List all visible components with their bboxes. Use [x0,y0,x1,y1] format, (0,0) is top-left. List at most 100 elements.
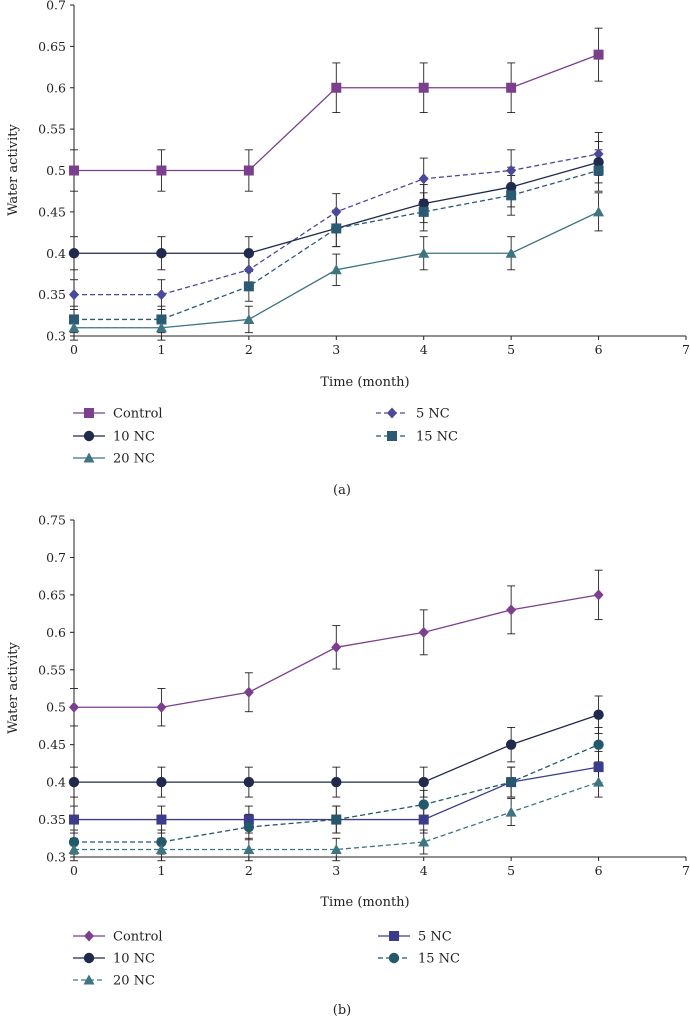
data-point-control [331,641,342,653]
x-tick-label: 7 [682,863,690,878]
data-point-15-nc [593,739,604,750]
x-tick-label: 6 [595,342,603,357]
data-point-20-nc [418,247,430,258]
x-tick-label: 7 [682,342,690,357]
data-point-control [156,165,167,176]
data-point-15-nc [593,165,604,176]
data-point-5-nc [69,814,79,825]
data-point-5-nc [418,814,429,825]
y-tick-label: 0.7 [46,550,66,565]
data-point-20-nc [330,844,342,855]
data-point-10-nc [593,709,604,720]
x-tick-label: 1 [157,342,165,357]
legend-label-15-nc: 15 NC [418,952,460,967]
x-tick-label: 2 [245,863,253,878]
data-point-5-nc [506,165,517,176]
data-point-15-nc [243,281,254,292]
data-point-20-nc [418,836,430,847]
legend-marker-10-nc [83,952,95,964]
data-point-5-nc [243,814,254,825]
data-point-20-nc [155,844,167,855]
legend-marker-control [84,930,94,942]
data-point-5-nc [593,148,604,160]
data-point-20-nc [593,206,605,217]
y-tick-label: 0.55 [38,662,66,677]
data-point-control [506,604,517,616]
y-tick-label: 0.3 [46,850,66,865]
data-point-control [243,165,254,176]
x-axis-title: Time (month) [320,375,409,390]
y-tick-label: 0.7 [46,0,66,13]
x-tick-label: 0 [70,863,78,878]
data-point-control [243,686,254,698]
y-tick-label: 0.6 [46,625,66,640]
y-tick-label: 0.65 [38,587,66,602]
x-tick-label: 3 [332,342,340,357]
y-tick-label: 0.35 [38,812,66,827]
x-tick-label: 4 [420,342,428,357]
x-tick-label: 6 [595,863,603,878]
y-tick-label: 0.3 [46,329,66,344]
y-tick-label: 0.45 [38,204,66,219]
legend-marker-15-nc [387,431,397,441]
data-point-10-nc [418,198,429,209]
data-point-10-nc [68,248,80,259]
legend-label-20-nc: 20 NC [113,974,155,989]
data-point-10-nc [243,776,255,788]
x-axis-title: Time (month) [320,895,409,910]
legend-marker-5-nc [389,931,399,941]
data-point-15-nc [69,314,79,325]
data-point-control [593,49,604,60]
x-tick-label: 2 [245,342,253,357]
data-point-5-nc [418,173,429,185]
y-tick-label: 0.65 [38,39,66,54]
legend-marker-20-nc [83,974,95,985]
data-point-10-nc [68,776,80,788]
data-point-control [69,165,79,176]
legend-label-control: Control [113,930,163,945]
y-tick-label: 0.55 [38,122,66,137]
chart-panel-a: 0.3 0.35 0.4 0.45 0.5 0.55 0.6 0.65 0.7 0 1 2 3 4 5 6 7 T… [6,0,690,498]
panel-label: (b) [333,1003,351,1018]
data-point-20-nc [155,322,167,333]
data-point-15-nc [331,223,342,234]
data-point-5-nc [593,762,604,773]
legend-label-10-nc: 10 NC [113,430,155,445]
data-point-15-nc [156,314,167,325]
legend: Control 10 NC 20 NC 5 NC 15 NC [73,930,460,989]
data-point-15-nc [156,836,167,848]
data-point-10-nc [331,776,342,788]
y-tick-label: 0.35 [38,287,66,302]
data-point-20-nc [330,264,342,275]
x-tick-label: 5 [507,863,515,878]
data-point-control [418,626,429,638]
legend-label-15-nc: 15 NC [416,430,458,445]
data-point-20-nc [243,844,255,855]
data-point-10-nc [505,739,517,750]
data-point-control [69,701,79,713]
legend-label-5-nc: 5 NC [418,930,452,945]
y-tick-label: 0.4 [46,246,66,261]
data-point-10-nc [156,248,167,259]
x-tick-label: 5 [507,342,515,357]
data-point-10-nc [505,181,517,193]
legend-label-10-nc: 10 NC [113,952,155,967]
x-tick-label: 0 [70,342,78,357]
x-tick-label: 1 [157,863,165,878]
data-point-5-nc [331,206,342,218]
data-point-15-nc [243,821,255,833]
data-point-10-nc [418,776,429,788]
y-axis-title: Water activity [6,123,21,215]
data-point-15-nc [68,836,80,848]
legend-label-control: Control [113,407,163,422]
x-tick-label: 3 [332,863,340,878]
y-tick-label: 0.45 [38,737,66,752]
data-point-10-nc [243,248,255,259]
x-tick-label: 4 [420,863,428,878]
data-point-20-nc [243,313,255,324]
data-point-20-nc [68,844,80,855]
legend-marker-control [84,408,94,418]
data-point-15-nc [418,206,429,217]
data-point-control [506,82,517,93]
